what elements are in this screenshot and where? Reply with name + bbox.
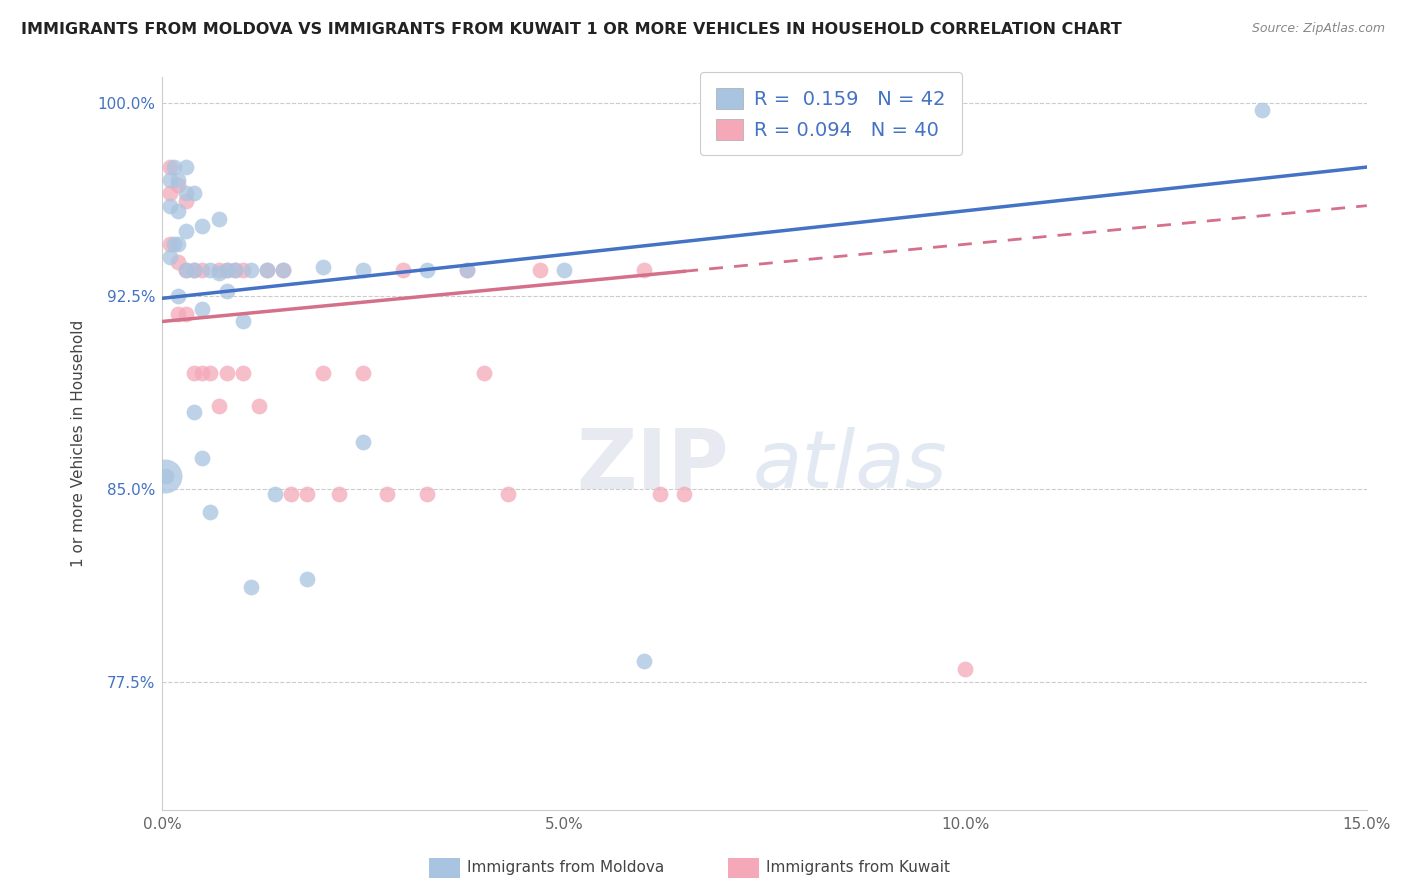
Point — [1251, 103, 1274, 118]
Point — [271, 263, 294, 277]
Point — [191, 301, 214, 316]
Point — [200, 366, 222, 380]
Point — [496, 487, 519, 501]
Point — [232, 314, 254, 328]
Point — [176, 160, 198, 174]
Point — [263, 487, 285, 501]
Point — [207, 266, 229, 280]
Point — [176, 263, 198, 277]
Point — [163, 160, 186, 174]
Point — [295, 572, 318, 586]
Text: ZIP: ZIP — [576, 425, 728, 507]
Point — [375, 487, 398, 501]
Point — [207, 400, 229, 414]
Y-axis label: 1 or more Vehicles in Household: 1 or more Vehicles in Household — [72, 320, 86, 567]
Point — [352, 366, 374, 380]
Point — [176, 263, 198, 277]
Point — [176, 224, 198, 238]
Point — [191, 219, 214, 234]
Point — [553, 263, 575, 277]
Point — [239, 263, 262, 277]
Point — [167, 307, 190, 321]
Point — [183, 366, 205, 380]
Point — [328, 487, 350, 501]
Point — [167, 178, 190, 192]
Point — [191, 366, 214, 380]
Point — [352, 435, 374, 450]
Point — [183, 263, 205, 277]
Point — [176, 307, 198, 321]
Point — [271, 263, 294, 277]
Point — [153, 469, 176, 483]
Point — [232, 263, 254, 277]
Point — [295, 487, 318, 501]
Point — [312, 366, 335, 380]
Point — [392, 263, 415, 277]
Point — [215, 263, 238, 277]
Point — [176, 194, 198, 208]
Text: Immigrants from Moldova: Immigrants from Moldova — [467, 861, 664, 875]
Point — [650, 487, 672, 501]
Point — [191, 263, 214, 277]
Legend: R =  0.159   N = 42, R = 0.094   N = 40: R = 0.159 N = 42, R = 0.094 N = 40 — [700, 72, 962, 155]
Point — [456, 263, 478, 277]
Point — [167, 203, 190, 218]
Point — [207, 211, 229, 226]
Point — [215, 263, 238, 277]
Point — [673, 487, 696, 501]
Point — [224, 263, 246, 277]
Point — [256, 263, 278, 277]
Point — [633, 654, 655, 668]
Point — [159, 160, 181, 174]
Point — [416, 263, 439, 277]
Text: IMMIGRANTS FROM MOLDOVA VS IMMIGRANTS FROM KUWAIT 1 OR MORE VEHICLES IN HOUSEHOL: IMMIGRANTS FROM MOLDOVA VS IMMIGRANTS FR… — [21, 22, 1122, 37]
Point — [280, 487, 302, 501]
Point — [167, 289, 190, 303]
Point — [352, 263, 374, 277]
Text: Immigrants from Kuwait: Immigrants from Kuwait — [766, 861, 950, 875]
Point — [232, 366, 254, 380]
Point — [167, 173, 190, 187]
Point — [159, 199, 181, 213]
Point — [224, 263, 246, 277]
Point — [183, 263, 205, 277]
Point — [456, 263, 478, 277]
Text: atlas: atlas — [752, 426, 948, 505]
Point — [159, 237, 181, 252]
Point — [163, 237, 186, 252]
Point — [955, 662, 977, 676]
Point — [633, 263, 655, 277]
Point — [167, 237, 190, 252]
Point — [207, 263, 229, 277]
Point — [176, 186, 198, 200]
Point — [183, 186, 205, 200]
Point — [256, 263, 278, 277]
Point — [155, 469, 177, 483]
Point — [529, 263, 551, 277]
Point — [416, 487, 439, 501]
Point — [247, 400, 270, 414]
Point — [183, 404, 205, 418]
Point — [159, 173, 181, 187]
Point — [191, 450, 214, 465]
Point — [159, 250, 181, 264]
Point — [239, 580, 262, 594]
Point — [167, 255, 190, 269]
Point — [215, 284, 238, 298]
Point — [215, 366, 238, 380]
Point — [472, 366, 495, 380]
Point — [312, 260, 335, 275]
Point — [200, 505, 222, 519]
Point — [200, 263, 222, 277]
Point — [159, 186, 181, 200]
Text: Source: ZipAtlas.com: Source: ZipAtlas.com — [1251, 22, 1385, 36]
